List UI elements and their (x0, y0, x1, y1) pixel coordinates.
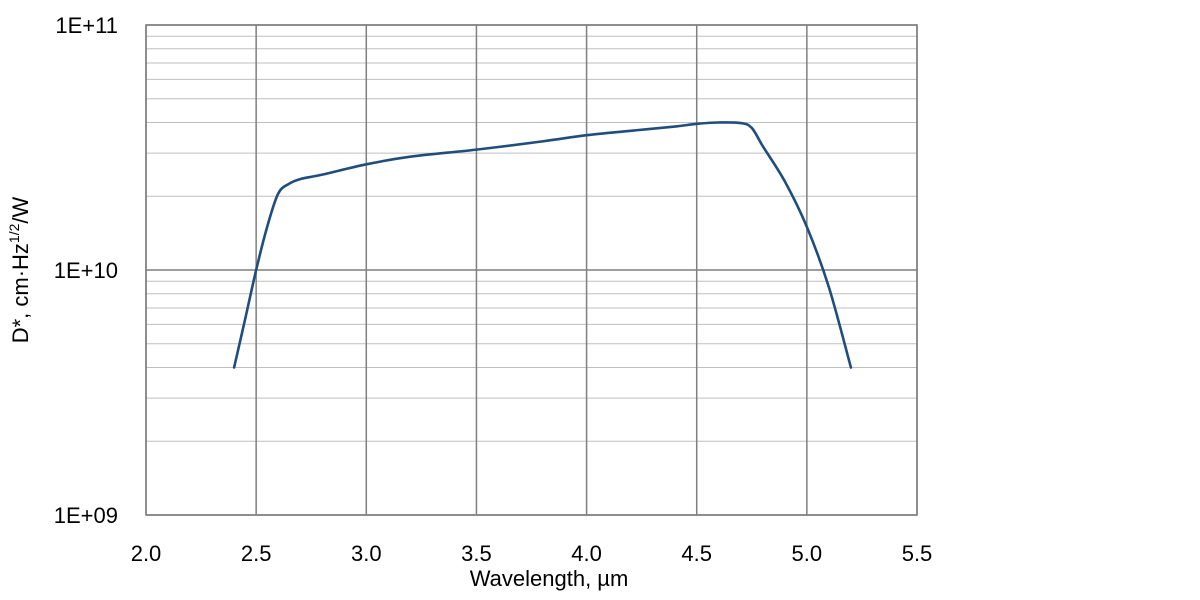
x-tick-label: 5.5 (902, 541, 933, 566)
x-tick-label: 3.0 (351, 541, 382, 566)
x-tick-label: 2.0 (131, 541, 162, 566)
detectivity-series-line (232, 121, 853, 369)
x-tick-label: 3.5 (461, 541, 492, 566)
x-tick-label: 2.5 (241, 541, 272, 566)
x-tick-label: 4.0 (571, 541, 602, 566)
y-tick-label: 1E+10 (54, 258, 118, 283)
y-tick-label: 1E+11 (55, 13, 118, 38)
plot-area (145, 24, 918, 516)
x-tick-label: 5.0 (792, 541, 823, 566)
y-axis-title: D*, cm·Hz1/2/W (6, 196, 33, 343)
x-axis-title: Wavelength, µm (470, 566, 629, 591)
y-axis-title-main: D*, cm·Hz (8, 243, 33, 343)
y-axis-title-superscript: 1/2 (6, 223, 22, 243)
x-tick-labels: 2.0 2.5 3.0 3.5 4.0 4.5 5.0 5.5 (131, 541, 933, 566)
y-tick-label: 1E+09 (54, 503, 118, 528)
y-axis-title-suffix: /W (8, 196, 33, 223)
grid (145, 24, 918, 516)
y-tick-labels: 1E+09 1E+10 1E+11 (54, 13, 118, 528)
x-tick-label: 4.5 (681, 541, 712, 566)
series-layer (232, 121, 853, 369)
